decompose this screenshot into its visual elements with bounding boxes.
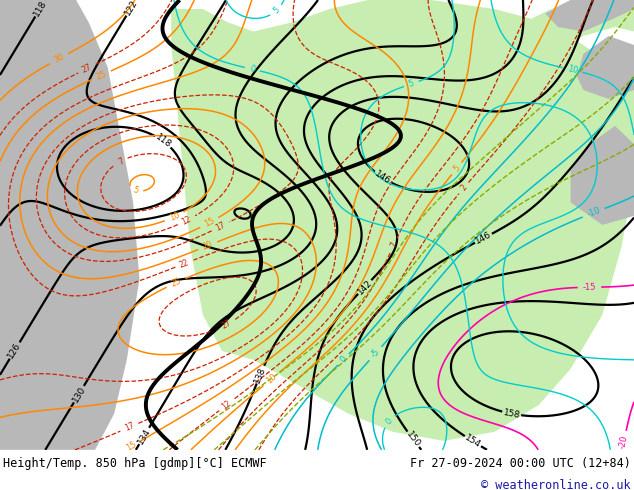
Polygon shape [0,0,139,450]
Text: -10: -10 [586,206,602,220]
Text: 30: 30 [52,52,66,65]
Text: 126: 126 [6,341,23,360]
Text: 27: 27 [221,318,233,331]
Text: 5: 5 [408,79,415,89]
Text: 7: 7 [389,241,399,249]
Polygon shape [171,0,634,441]
Text: 134: 134 [136,426,152,445]
Text: -5: -5 [370,347,382,360]
Text: © weatheronline.co.uk: © weatheronline.co.uk [481,480,631,490]
Text: 122: 122 [123,0,139,17]
Text: 25: 25 [169,276,183,289]
Text: 150: 150 [404,430,422,449]
Text: 118: 118 [153,132,173,150]
Text: 5: 5 [451,164,462,173]
Text: 118: 118 [32,0,49,18]
Text: 17: 17 [214,220,227,233]
Text: 5: 5 [132,186,139,196]
Text: 146: 146 [373,169,392,186]
Text: 138: 138 [253,365,268,384]
Text: 130: 130 [70,385,87,404]
Text: 10: 10 [167,210,181,223]
Text: -15: -15 [583,283,597,292]
Polygon shape [571,126,634,225]
Text: 15: 15 [203,216,216,229]
Text: 142: 142 [356,278,374,296]
Text: 0: 0 [339,355,349,365]
Text: 5: 5 [271,5,281,16]
Text: 12: 12 [180,214,193,226]
Polygon shape [526,0,634,54]
Text: 20: 20 [201,240,214,252]
Text: 0: 0 [384,416,394,426]
Text: Height/Temp. 850 hPa [gdmp][°C] ECMWF: Height/Temp. 850 hPa [gdmp][°C] ECMWF [3,457,267,470]
Text: 2: 2 [459,183,469,193]
Text: 25: 25 [94,69,108,81]
Text: 154: 154 [463,433,482,450]
Text: -20: -20 [618,435,630,450]
Text: 10: 10 [264,372,278,386]
Text: 17: 17 [123,421,136,433]
Polygon shape [545,0,634,31]
Text: 22: 22 [178,258,191,270]
Text: 27: 27 [81,62,93,75]
Polygon shape [13,409,63,436]
Text: Fr 27-09-2024 00:00 UTC (12+84): Fr 27-09-2024 00:00 UTC (12+84) [410,457,631,470]
Text: 146: 146 [474,230,493,246]
Text: 15: 15 [125,440,138,453]
Text: 12: 12 [221,398,233,411]
Polygon shape [577,36,634,99]
Text: 158: 158 [502,408,521,420]
Text: 7: 7 [117,156,125,166]
Text: 10: 10 [566,64,579,75]
Text: 0: 0 [249,64,256,74]
